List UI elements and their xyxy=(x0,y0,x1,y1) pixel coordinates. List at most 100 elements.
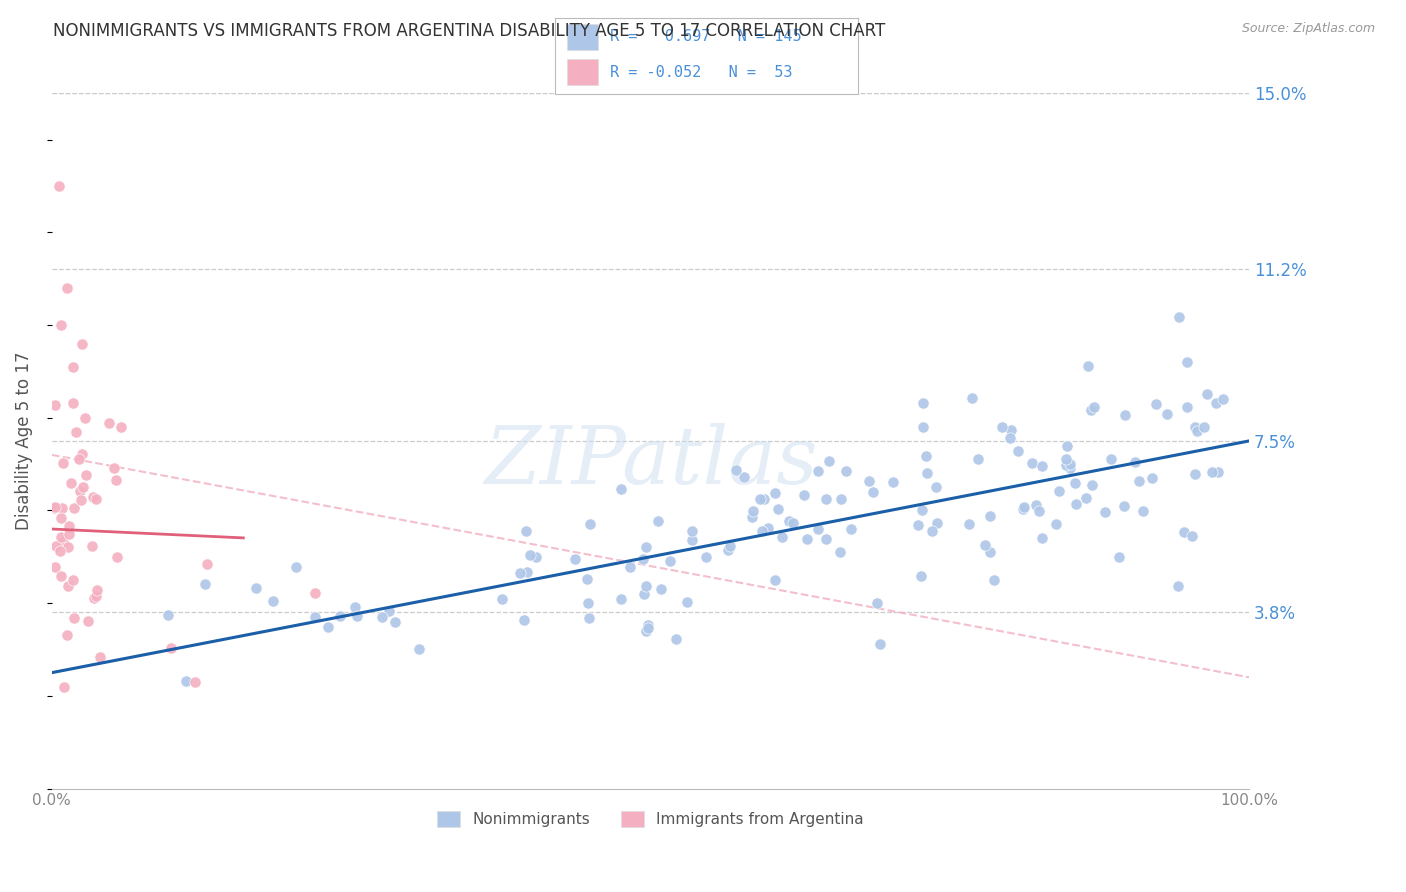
Point xyxy=(763,573,786,587)
Point xyxy=(751,524,773,538)
Bar xyxy=(568,59,598,85)
Point xyxy=(1054,458,1077,473)
Point xyxy=(912,420,935,434)
Point xyxy=(818,454,841,468)
Point xyxy=(82,490,104,504)
Point xyxy=(858,474,880,488)
Text: R =   0.697   N = 145: R = 0.697 N = 145 xyxy=(610,29,801,45)
Point xyxy=(924,480,946,494)
Point xyxy=(862,484,884,499)
Point xyxy=(69,493,91,508)
Point xyxy=(384,615,406,629)
Point xyxy=(991,420,1014,434)
Point xyxy=(778,514,800,528)
Point xyxy=(914,449,936,463)
Point xyxy=(509,566,531,581)
Point xyxy=(1011,501,1033,516)
Point xyxy=(814,491,837,506)
Point xyxy=(378,604,401,618)
Point xyxy=(637,622,659,636)
Point xyxy=(56,281,79,295)
Point xyxy=(983,574,1005,588)
Point xyxy=(1212,392,1234,406)
Point xyxy=(619,560,641,574)
Point xyxy=(1080,403,1102,417)
Point xyxy=(610,591,633,606)
Point xyxy=(524,549,547,564)
Point xyxy=(49,569,72,583)
Point xyxy=(1108,550,1130,565)
Point xyxy=(1094,505,1116,519)
Point xyxy=(51,501,73,516)
Point xyxy=(56,540,79,554)
Point xyxy=(1064,476,1087,491)
Point xyxy=(160,641,183,656)
Point xyxy=(48,179,70,194)
Point xyxy=(756,520,779,534)
Point xyxy=(1156,407,1178,421)
Point xyxy=(1077,359,1099,374)
Point xyxy=(724,463,747,477)
Point xyxy=(907,517,929,532)
Point xyxy=(675,595,697,609)
Point xyxy=(1128,474,1150,488)
Point xyxy=(197,558,219,572)
Point xyxy=(1195,386,1218,401)
Point xyxy=(304,585,326,599)
Point xyxy=(1181,529,1204,543)
Point xyxy=(967,451,990,466)
Point xyxy=(304,610,326,624)
Point xyxy=(86,492,108,507)
Point xyxy=(796,532,818,546)
Point xyxy=(48,544,70,558)
Point xyxy=(70,336,93,351)
Point xyxy=(105,550,128,565)
Point xyxy=(925,516,948,531)
Point xyxy=(60,476,83,491)
Point xyxy=(346,608,368,623)
Point xyxy=(793,488,815,502)
Point xyxy=(1142,470,1164,484)
Point xyxy=(174,674,197,689)
Point xyxy=(834,464,856,478)
Point xyxy=(998,431,1021,445)
Point xyxy=(1132,504,1154,518)
Point xyxy=(911,395,934,409)
Point xyxy=(1123,455,1146,469)
Text: NONIMMIGRANTS VS IMMIGRANTS FROM ARGENTINA DISABILITY AGE 5 TO 17 CORRELATION CH: NONIMMIGRANTS VS IMMIGRANTS FROM ARGENTI… xyxy=(53,22,886,40)
Point xyxy=(44,560,66,574)
Point xyxy=(1167,310,1189,325)
Point xyxy=(1166,579,1188,593)
Point xyxy=(1064,497,1087,511)
Point xyxy=(262,594,284,608)
Point xyxy=(910,569,932,583)
Point xyxy=(86,589,108,603)
Point xyxy=(1056,439,1078,453)
Point xyxy=(1081,477,1104,491)
Point xyxy=(681,533,703,548)
Point xyxy=(681,524,703,538)
Point xyxy=(329,608,352,623)
Point xyxy=(1047,484,1070,499)
Point xyxy=(576,572,599,586)
Point xyxy=(89,649,111,664)
Point xyxy=(1206,465,1229,479)
Point xyxy=(770,530,793,544)
Point xyxy=(766,501,789,516)
Point xyxy=(1059,461,1081,475)
Point xyxy=(83,591,105,605)
Point xyxy=(97,416,120,430)
Point xyxy=(156,607,179,622)
Point xyxy=(634,624,657,639)
Bar xyxy=(568,24,598,50)
Point xyxy=(51,318,73,332)
Point xyxy=(1114,409,1136,423)
Point xyxy=(974,538,997,552)
Point xyxy=(86,582,108,597)
Point xyxy=(1201,465,1223,479)
Point xyxy=(110,419,132,434)
Point xyxy=(957,517,980,532)
Point xyxy=(1192,420,1215,434)
Point xyxy=(866,595,889,609)
Point xyxy=(63,610,86,624)
